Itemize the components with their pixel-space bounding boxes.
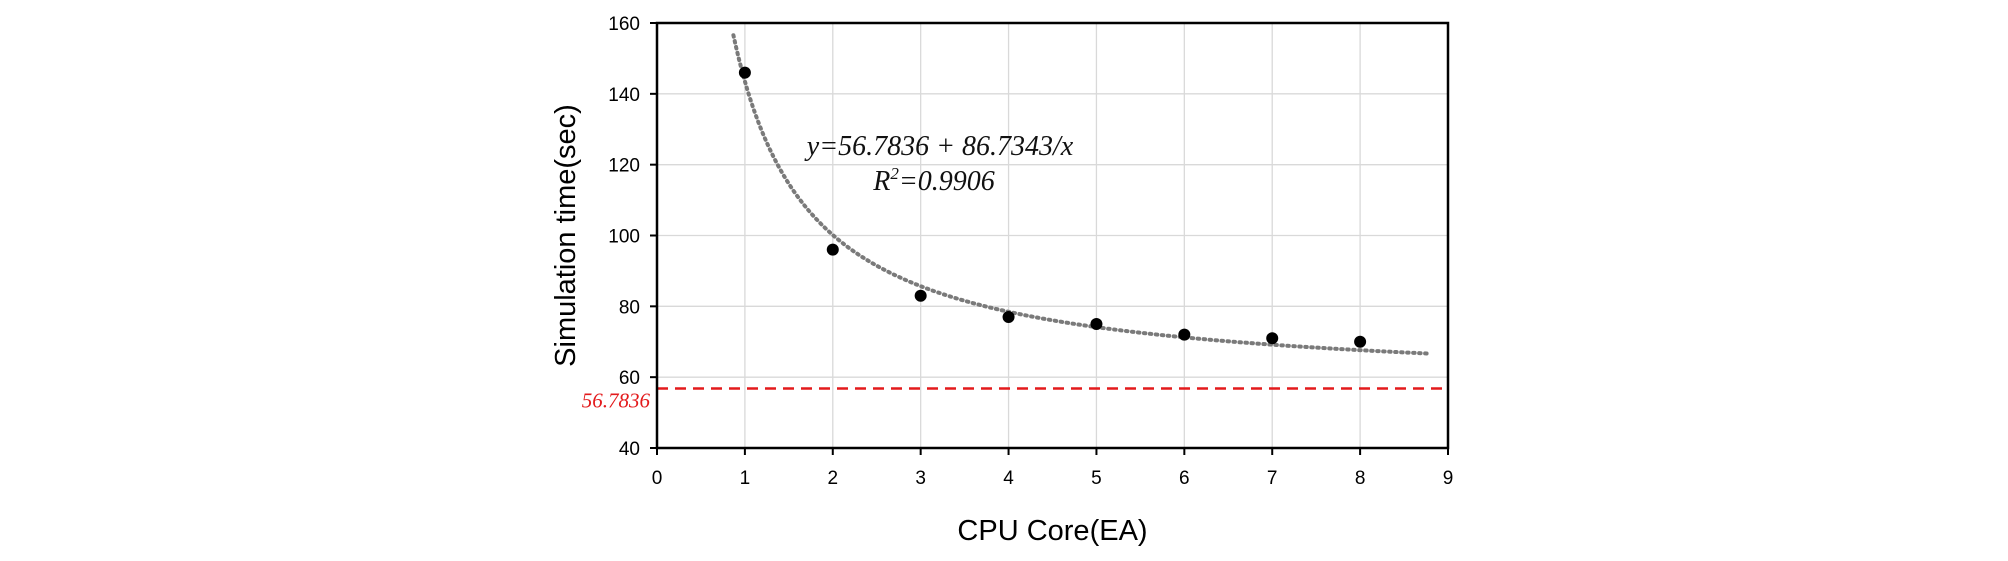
r-squared-value: =0.9906	[899, 166, 995, 197]
reference-line-label: 56.7836	[582, 389, 651, 413]
data-point	[1266, 332, 1279, 345]
fit-curve-group	[731, 33, 1433, 356]
axis-ticks: 0 1 2 3 4 5 6 7 8 9 40 60 80 100 120 140 160	[608, 14, 1453, 489]
fit-curve	[731, 33, 1433, 356]
y-tick-label: 100	[608, 227, 640, 248]
fit-equation: y=56.7836 + 86.7343/x	[804, 131, 1074, 162]
x-tick-label: 0	[652, 468, 663, 489]
x-tick-label: 7	[1267, 468, 1278, 489]
x-tick-label: 4	[1003, 468, 1014, 489]
r-squared-sup: 2	[890, 164, 899, 183]
x-axis-title: CPU Core(EA)	[957, 515, 1147, 547]
x-tick-label: 5	[1091, 468, 1102, 489]
y-tick-label: 80	[619, 297, 640, 318]
data-point	[826, 243, 839, 256]
x-tick-label: 8	[1355, 468, 1366, 489]
grid-lines	[656, 22, 1449, 449]
y-tick-label: 140	[608, 85, 640, 106]
x-tick-label: 3	[915, 468, 926, 489]
data-points	[738, 66, 1367, 348]
y-tick-label: 120	[608, 156, 640, 177]
data-point	[1002, 310, 1015, 323]
y-tick-label: 60	[619, 368, 640, 389]
data-point	[1354, 335, 1367, 348]
data-point	[914, 289, 927, 302]
data-point	[1090, 318, 1103, 331]
x-tick-label: 2	[827, 468, 838, 489]
r-squared-r: R	[872, 166, 890, 197]
data-point	[1178, 328, 1191, 341]
y-tick-label: 40	[619, 439, 640, 460]
y-tick-label: 160	[608, 14, 640, 35]
r-squared-label: R2=0.9906	[872, 164, 995, 197]
x-tick-label: 9	[1443, 468, 1454, 489]
x-tick-label: 1	[740, 468, 751, 489]
y-axis-title: Simulation time(sec)	[550, 104, 582, 367]
x-tick-label: 6	[1179, 468, 1190, 489]
data-point	[738, 66, 751, 79]
